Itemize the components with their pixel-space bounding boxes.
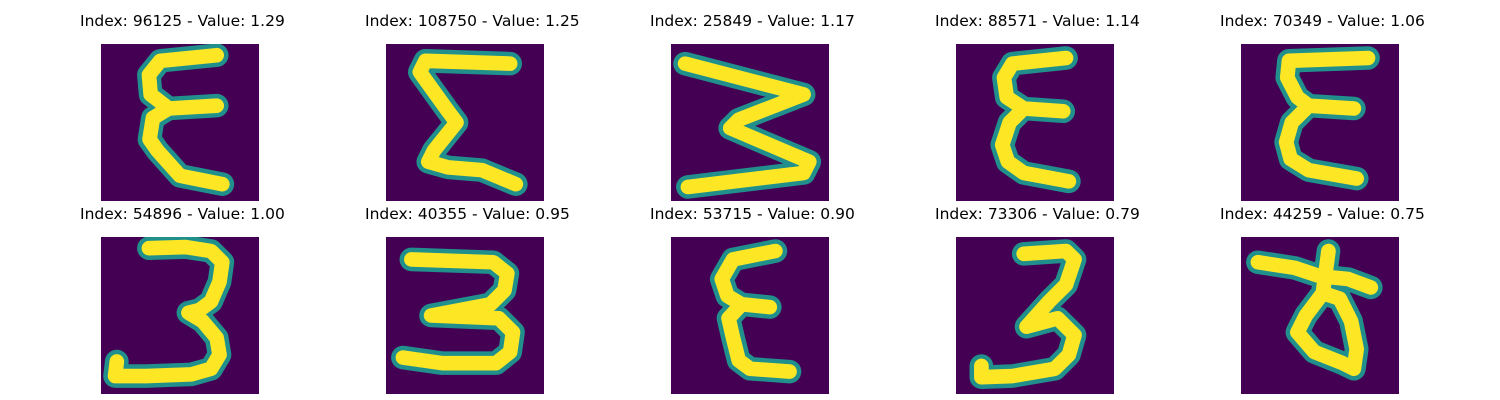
panel-title: Index: 53715 - Value: 0.90 (650, 205, 855, 223)
panel-title: Index: 25849 - Value: 1.17 (650, 12, 855, 30)
panel-8: Index: 53715 - Value: 0.90 (650, 203, 855, 394)
panel-title: Index: 73306 - Value: 0.79 (935, 205, 1140, 223)
panel-title: Index: 70349 - Value: 1.06 (1220, 12, 1425, 30)
digit-image (956, 44, 1114, 201)
panel-4: Index: 88571 - Value: 1.14 (935, 10, 1140, 201)
panel-3: Index: 25849 - Value: 1.17 (650, 10, 855, 201)
panel-9: Index: 73306 - Value: 0.79 (935, 203, 1140, 394)
digit-image (101, 237, 259, 394)
panel-10: Index: 44259 - Value: 0.75 (1220, 203, 1425, 394)
panel-title: Index: 88571 - Value: 1.14 (935, 12, 1140, 30)
panel-5: Index: 70349 - Value: 1.06 (1220, 10, 1425, 201)
panel-7: Index: 40355 - Value: 0.95 (365, 203, 570, 394)
digit-image (671, 44, 829, 201)
panel-6: Index: 54896 - Value: 1.00 (80, 203, 285, 394)
digit-image (386, 44, 544, 201)
digit-image (956, 237, 1114, 394)
panel-2: Index: 108750 - Value: 1.25 (365, 10, 580, 201)
digit-image (101, 44, 259, 201)
panel-title: Index: 54896 - Value: 1.00 (80, 205, 285, 223)
panel-1: Index: 96125 - Value: 1.29 (80, 10, 285, 201)
digit-image (1241, 44, 1399, 201)
panel-title: Index: 108750 - Value: 1.25 (365, 12, 580, 30)
digit-image (671, 237, 829, 394)
digit-image (1241, 237, 1399, 394)
panel-title: Index: 96125 - Value: 1.29 (80, 12, 285, 30)
panel-title: Index: 40355 - Value: 0.95 (365, 205, 570, 223)
panel-title: Index: 44259 - Value: 0.75 (1220, 205, 1425, 223)
digit-image (386, 237, 544, 394)
